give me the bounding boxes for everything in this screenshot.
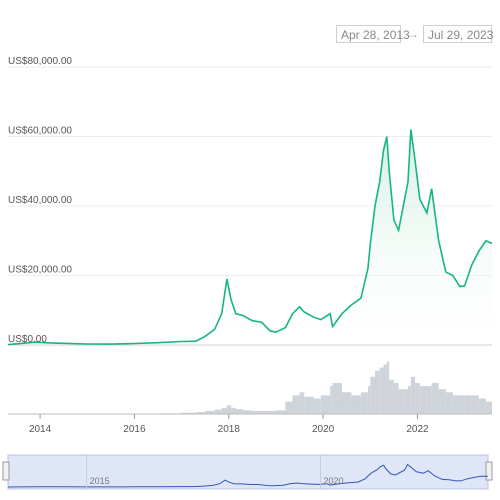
volume-bar	[452, 395, 460, 414]
volume-bar	[313, 398, 321, 414]
navigator-left-handle[interactable]	[2, 461, 10, 481]
volume-bar	[415, 383, 420, 414]
volume-bar	[252, 410, 262, 414]
x-tick-label: 2022	[406, 424, 429, 435]
volume-bar	[195, 412, 206, 414]
range-arrow-icon: →	[407, 27, 419, 41]
volume-bars	[8, 361, 492, 414]
x-tick-label: 2018	[218, 424, 241, 435]
volume-bar	[403, 389, 409, 414]
volume-bar	[226, 405, 232, 414]
volume-bar	[379, 367, 384, 414]
y-tick-label: US$0.00	[8, 334, 47, 345]
volume-bar	[408, 386, 411, 414]
price-area	[8, 129, 492, 345]
x-tick-label: 2014	[29, 424, 52, 435]
volume-bar	[261, 410, 271, 414]
volume-bar	[330, 386, 333, 414]
volume-bar	[235, 409, 243, 414]
navigator-window[interactable]	[7, 454, 489, 490]
volume-bar	[370, 376, 376, 414]
volume-bar	[205, 410, 215, 414]
volume-bar	[459, 395, 465, 414]
volume-bar	[341, 392, 352, 414]
y-tick-label: US$80,000.00	[8, 56, 72, 67]
volume-bar	[304, 396, 314, 414]
x-tick-label: 2020	[312, 424, 335, 435]
navigator[interactable]: 2015 2020	[2, 454, 493, 490]
volume-bar	[419, 386, 427, 414]
volume-bar	[485, 401, 492, 414]
navigator-tick-label: 2020	[324, 476, 344, 486]
navigator-right-handle[interactable]	[485, 461, 493, 481]
volume-bar	[389, 379, 394, 414]
x-tick-label: 2016	[123, 424, 146, 435]
volume-bar	[431, 383, 439, 414]
volume-bar	[351, 395, 361, 414]
date-from-input[interactable]: Apr 28, 2013	[336, 25, 410, 43]
y-tick-label: US$20,000.00	[8, 265, 72, 276]
volume-bar	[221, 407, 227, 414]
volume-bar	[393, 383, 399, 414]
volume-bar	[360, 392, 368, 414]
volume-bar	[375, 370, 380, 414]
volume-bar	[410, 376, 416, 414]
volume-bar	[285, 401, 293, 414]
volume-bar	[214, 409, 222, 414]
volume-bar	[320, 395, 331, 414]
volume-bar	[242, 410, 253, 414]
volume-bar	[426, 386, 432, 414]
volume-bar	[332, 383, 342, 414]
volume-bar	[367, 386, 371, 414]
volume-bar	[292, 395, 300, 414]
volume-bar	[478, 398, 486, 414]
date-to-input[interactable]: Jul 29, 2023	[423, 25, 493, 43]
y-tick-label: US$60,000.00	[8, 126, 72, 137]
volume-bar	[181, 412, 196, 414]
volume-bar	[398, 389, 404, 414]
volume-bar	[445, 392, 453, 414]
volume-bar	[299, 392, 305, 414]
volume-bar	[231, 407, 236, 414]
y-tick-label: US$40,000.00	[8, 195, 72, 206]
volume-bar	[270, 410, 276, 414]
volume-bar	[386, 361, 390, 414]
volume-bar	[471, 395, 479, 414]
volume-bar	[438, 389, 446, 414]
volume-bar	[464, 395, 472, 414]
navigator-tick-label: 2015	[90, 476, 110, 486]
volume-bar	[275, 410, 286, 414]
navigator-line	[7, 463, 489, 488]
volume-bar	[383, 364, 387, 414]
price-line	[7, 129, 493, 346]
